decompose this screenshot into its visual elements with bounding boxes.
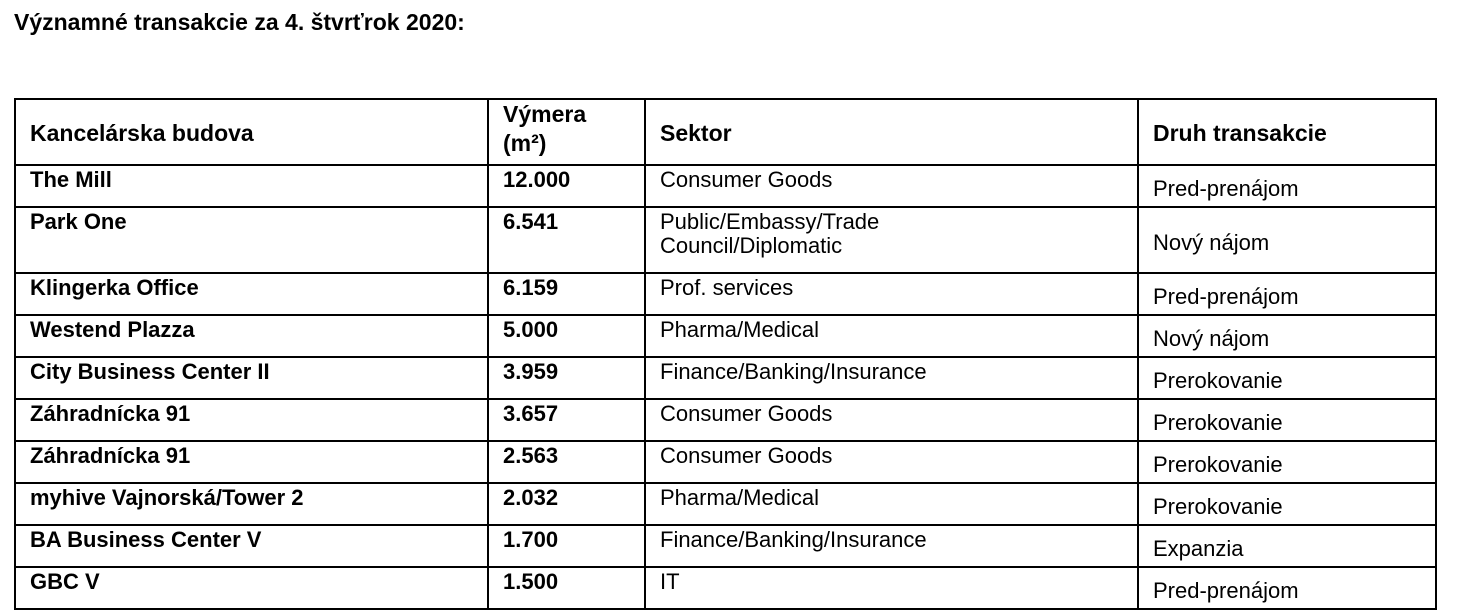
sector-line: Pharma/Medical bbox=[660, 317, 819, 342]
table-header-row: Kancelárska budova Výmera (m²) Sektor Dr… bbox=[14, 98, 1437, 166]
cell-transaction-type: Nový nájom bbox=[1137, 206, 1437, 274]
cell-area: 5.000 bbox=[487, 314, 646, 358]
cell-building: GBC V bbox=[14, 566, 489, 610]
cell-sector: Consumer Goods bbox=[644, 440, 1139, 484]
cell-transaction-type: Prerokovanie bbox=[1137, 482, 1437, 526]
cell-transaction-type: Expanzia bbox=[1137, 524, 1437, 568]
table-row: BA Business Center V 1.700 Finance/Banki… bbox=[14, 524, 1437, 568]
cell-sector: Consumer Goods bbox=[644, 398, 1139, 442]
cell-area: 2.563 bbox=[487, 440, 646, 484]
cell-transaction-type: Prerokovanie bbox=[1137, 440, 1437, 484]
cell-transaction-type: Pred-prenájom bbox=[1137, 566, 1437, 610]
cell-sector: Pharma/Medical bbox=[644, 482, 1139, 526]
transactions-table: Kancelárska budova Výmera (m²) Sektor Dr… bbox=[14, 98, 1437, 610]
cell-area: 3.959 bbox=[487, 356, 646, 400]
cell-area: 6.541 bbox=[487, 206, 646, 274]
cell-sector: Consumer Goods bbox=[644, 164, 1139, 208]
cell-building: Záhradnícka 91 bbox=[14, 440, 489, 484]
sector-line: Consumer Goods bbox=[660, 167, 833, 192]
sector-line: Consumer Goods bbox=[660, 443, 833, 468]
cell-building: Park One bbox=[14, 206, 489, 274]
cell-building: The Mill bbox=[14, 164, 489, 208]
cell-building: BA Business Center V bbox=[14, 524, 489, 568]
cell-sector: Finance/Banking/Insurance bbox=[644, 524, 1139, 568]
cell-building: myhive Vajnorská/Tower 2 bbox=[14, 482, 489, 526]
cell-transaction-type: Pred-prenájom bbox=[1137, 272, 1437, 316]
cell-area: 6.159 bbox=[487, 272, 646, 316]
sector-line: Prof. services bbox=[660, 275, 794, 300]
cell-building: Westend Plazza bbox=[14, 314, 489, 358]
table-row: The Mill 12.000 Consumer Goods Pred-pren… bbox=[14, 164, 1437, 208]
cell-sector: Finance/Banking/Insurance bbox=[644, 356, 1139, 400]
sector-line: IT bbox=[660, 569, 680, 594]
sector-line: Pharma/Medical bbox=[660, 485, 819, 510]
cell-area: 2.032 bbox=[487, 482, 646, 526]
cell-building: Záhradnícka 91 bbox=[14, 398, 489, 442]
cell-sector: IT bbox=[644, 566, 1139, 610]
page-title: Významné transakcie za 4. štvrťrok 2020: bbox=[14, 9, 465, 35]
cell-area: 12.000 bbox=[487, 164, 646, 208]
sector-line: Council/Diplomatic bbox=[660, 233, 843, 258]
table-row: Park One 6.541 Public/Embassy/Trade Counc… bbox=[14, 206, 1437, 274]
header-building: Kancelárska budova bbox=[14, 98, 489, 166]
cell-building: Klingerka Office bbox=[14, 272, 489, 316]
cell-transaction-type: Prerokovanie bbox=[1137, 356, 1437, 400]
cell-sector: Pharma/Medical bbox=[644, 314, 1139, 358]
sector-line: Finance/Banking/Insurance bbox=[660, 527, 927, 552]
table-row: Klingerka Office 6.159 Prof. services Pr… bbox=[14, 272, 1437, 316]
header-area-unit: (m²) bbox=[503, 130, 547, 156]
table-row: myhive Vajnorská/Tower 2 2.032 Pharma/Me… bbox=[14, 482, 1437, 526]
table-row: City Business Center II 3.959 Finance/Ba… bbox=[14, 356, 1437, 400]
cell-sector: Prof. services bbox=[644, 272, 1139, 316]
cell-transaction-type: Prerokovanie bbox=[1137, 398, 1437, 442]
cell-area: 1.700 bbox=[487, 524, 646, 568]
table-row: Záhradnícka 91 2.563 Consumer Goods Prer… bbox=[14, 440, 1437, 484]
table-row: GBC V 1.500 IT Pred-prenájom bbox=[14, 566, 1437, 610]
header-area-label: Výmera bbox=[503, 101, 587, 127]
cell-transaction-type: Nový nájom bbox=[1137, 314, 1437, 358]
cell-sector: Public/Embassy/Trade Council/Diplomatic bbox=[644, 206, 1139, 274]
header-transaction-type: Druh transakcie bbox=[1137, 98, 1437, 166]
table-row: Westend Plazza 5.000 Pharma/Medical Nový… bbox=[14, 314, 1437, 358]
table-row: Záhradnícka 91 3.657 Consumer Goods Prer… bbox=[14, 398, 1437, 442]
header-area: Výmera (m²) bbox=[487, 98, 646, 166]
sector-line: Public/Embassy/Trade bbox=[660, 209, 880, 234]
sector-line: Finance/Banking/Insurance bbox=[660, 359, 927, 384]
cell-transaction-type: Pred-prenájom bbox=[1137, 164, 1437, 208]
cell-area: 1.500 bbox=[487, 566, 646, 610]
cell-area: 3.657 bbox=[487, 398, 646, 442]
cell-building: City Business Center II bbox=[14, 356, 489, 400]
header-sector: Sektor bbox=[644, 98, 1139, 166]
sector-line: Consumer Goods bbox=[660, 401, 833, 426]
